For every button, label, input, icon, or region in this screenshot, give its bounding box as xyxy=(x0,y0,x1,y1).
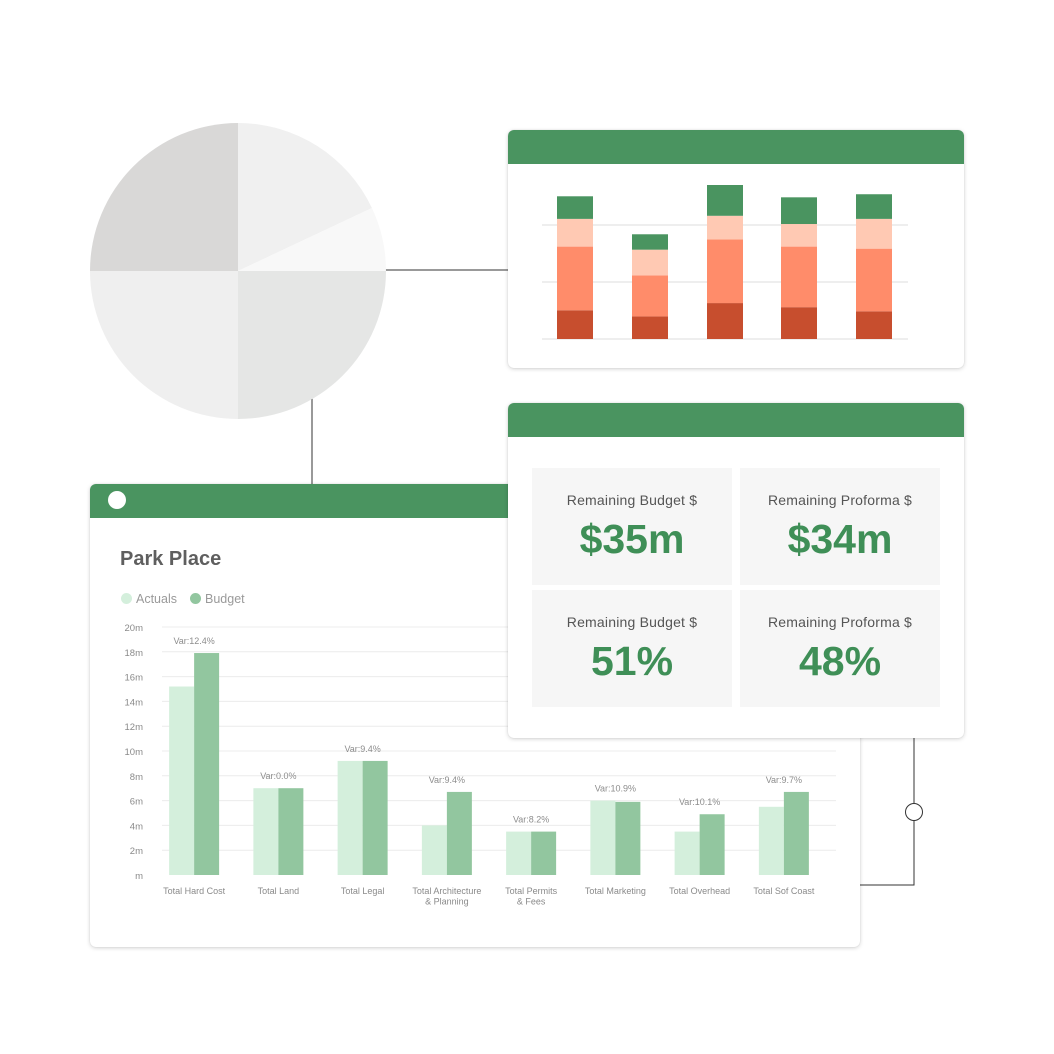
card-header xyxy=(508,130,964,164)
stacked-bar-segment xyxy=(781,224,817,247)
bar-actuals xyxy=(758,806,784,875)
y-tick-label: 8m xyxy=(130,772,143,783)
bar-budget xyxy=(699,814,725,875)
pie-chart xyxy=(90,123,386,419)
x-tick-label: & Planning xyxy=(425,897,469,907)
pie-slice xyxy=(90,271,238,419)
bar-actuals xyxy=(421,825,447,875)
x-tick-label: Total Hard Cost xyxy=(163,886,226,896)
kpi-label: Remaining Budget $ xyxy=(566,614,698,630)
stacked-bar-segment xyxy=(856,311,892,339)
x-tick-label: Total Legal xyxy=(341,886,385,896)
y-tick-label: 12m xyxy=(125,722,144,733)
dashboard-title: Park Place xyxy=(120,548,222,570)
bar-budget xyxy=(615,801,641,875)
y-tick-label: m xyxy=(135,871,143,882)
bar-budget xyxy=(446,791,472,875)
legend-label: Actuals xyxy=(136,592,177,606)
bar-actuals xyxy=(253,788,279,875)
variance-label: Var:12.4% xyxy=(173,636,214,646)
y-tick-label: 18m xyxy=(125,648,144,659)
pie-slice xyxy=(238,207,386,271)
kpi-value: $34m xyxy=(787,516,893,562)
x-tick-label: Total Overhead xyxy=(669,886,730,896)
bar-actuals xyxy=(169,686,195,875)
stacked-bar-segment xyxy=(557,196,593,219)
stacked-bar-segment xyxy=(632,275,668,317)
x-tick-label: Total Land xyxy=(258,886,300,896)
bar-budget xyxy=(362,760,388,875)
variance-label: Var:8.2% xyxy=(513,815,549,825)
variance-label: Var:0.0% xyxy=(260,771,296,781)
legend-item-budget[interactable]: Budget xyxy=(190,592,245,606)
stacked-bar-segment xyxy=(632,316,668,339)
legend-label: Budget xyxy=(205,592,245,606)
stacked-bar-segment xyxy=(707,215,743,240)
stacked-bar-segment xyxy=(632,249,668,276)
variance-label: Var:10.1% xyxy=(679,797,720,807)
kpi-label: Remaining Proforma $ xyxy=(767,614,913,630)
stacked-bar-card xyxy=(508,130,964,368)
kpi-value: $35m xyxy=(579,516,685,562)
bar-budget xyxy=(783,791,809,875)
stacked-bar-segment xyxy=(557,218,593,247)
kpi-value: 51% xyxy=(590,638,674,684)
stacked-bar-segment xyxy=(632,234,668,250)
bar-actuals xyxy=(337,760,363,875)
kpi-value: 48% xyxy=(798,638,882,684)
bar-budget xyxy=(194,653,220,875)
variance-label: Var:10.9% xyxy=(595,784,636,794)
pie-slice xyxy=(238,123,372,271)
stacked-bar-segment xyxy=(856,194,892,219)
kpi-label: Remaining Budget $ xyxy=(566,492,698,508)
x-tick-label: & Fees xyxy=(517,897,546,907)
x-tick-label: Total Permits xyxy=(505,886,558,896)
kpi-label: Remaining Proforma $ xyxy=(767,492,913,508)
pie-slice xyxy=(90,123,238,271)
y-tick-label: 10m xyxy=(125,747,144,758)
connector-node xyxy=(905,803,923,821)
kpi-tile-remaining-budget-pct: Remaining Budget $ 51% xyxy=(532,590,732,707)
legend-swatch-budget xyxy=(190,593,201,604)
bar-actuals xyxy=(590,800,616,875)
stacked-bar-segment xyxy=(707,185,743,216)
variance-label: Var:9.4% xyxy=(344,744,380,754)
kpi-tile-remaining-proforma-pct: Remaining Proforma $ 48% xyxy=(740,590,940,707)
card-header xyxy=(508,403,964,437)
y-tick-label: 4m xyxy=(130,821,143,832)
x-tick-label: Total Architecture xyxy=(412,886,481,896)
y-tick-label: 2m xyxy=(130,846,143,857)
stacked-bar-segment xyxy=(781,197,817,225)
stacked-bar-segment xyxy=(557,246,593,311)
kpi-card: Remaining Budget $ $35m Remaining Profor… xyxy=(508,403,964,738)
bar-budget xyxy=(531,831,557,875)
bar-actuals xyxy=(674,831,700,875)
legend-item-actuals[interactable]: Actuals xyxy=(121,592,177,606)
stacked-bar-segment xyxy=(856,248,892,312)
stacked-bar-segment xyxy=(856,218,892,249)
actuals-budget-bar-chart: m 2m 4m 6m 8m 10m 12m 14m 16m 18m 20m Var:12.4% Tota… xyxy=(125,623,836,907)
stacked-bar-segment xyxy=(707,303,743,339)
stacked-bar-chart xyxy=(542,185,908,340)
bar-actuals xyxy=(506,831,532,875)
y-tick-label: 6m xyxy=(130,797,143,808)
pie-slice xyxy=(238,271,386,419)
y-tick-label: 14m xyxy=(125,697,144,708)
variance-label: Var:9.4% xyxy=(429,775,465,785)
kpi-tile-remaining-budget: Remaining Budget $ $35m xyxy=(532,468,732,585)
x-tick-label: Total Sof Coast xyxy=(753,886,815,896)
stacked-bar-segment xyxy=(557,310,593,339)
stacked-bar-segment xyxy=(781,307,817,339)
stacked-bar-segment xyxy=(781,246,817,308)
x-tick-label: Total Marketing xyxy=(585,886,646,896)
kpi-tile-remaining-proforma: Remaining Proforma $ $34m xyxy=(740,468,940,585)
y-tick-label: 16m xyxy=(125,673,144,684)
legend-swatch-actuals xyxy=(121,593,132,604)
window-dot-icon[interactable] xyxy=(108,491,126,509)
stacked-bar-segment xyxy=(707,239,743,304)
y-tick-label: 20m xyxy=(125,623,144,634)
bar-budget xyxy=(278,788,304,875)
variance-label: Var:9.7% xyxy=(766,775,802,785)
